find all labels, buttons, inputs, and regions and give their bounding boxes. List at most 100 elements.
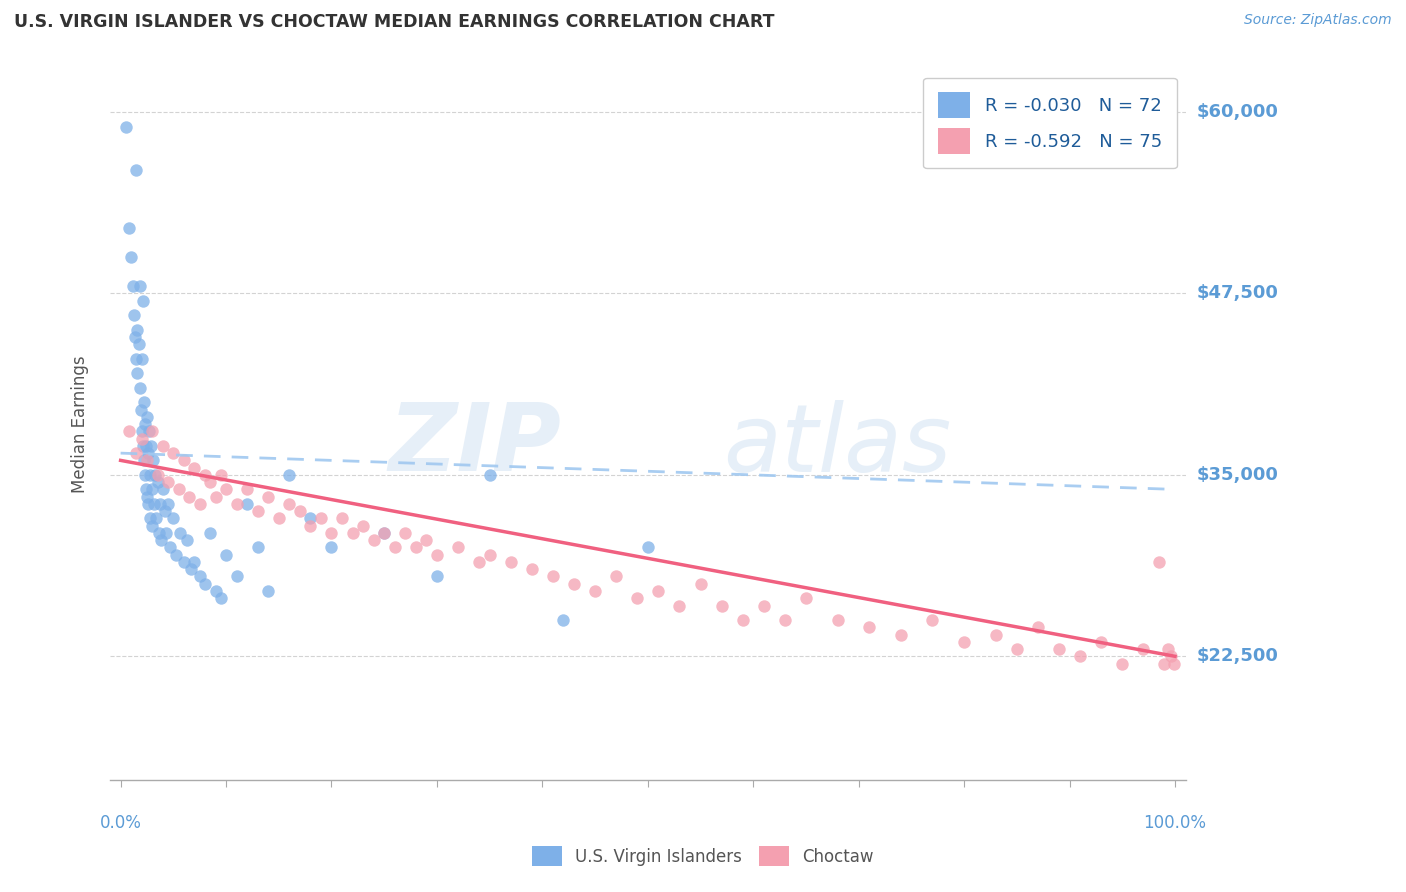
Point xyxy=(827,613,849,627)
Point xyxy=(120,250,142,264)
Point xyxy=(352,518,374,533)
Point xyxy=(135,483,157,497)
Point xyxy=(127,366,149,380)
Point xyxy=(1163,657,1185,671)
Point xyxy=(125,446,148,460)
Point xyxy=(146,475,169,490)
Point xyxy=(278,497,301,511)
Text: ZIP: ZIP xyxy=(389,400,562,491)
Point xyxy=(257,490,280,504)
Point xyxy=(166,548,188,562)
Point xyxy=(1147,555,1170,569)
Point xyxy=(139,467,162,482)
Point xyxy=(342,525,364,540)
Point xyxy=(173,453,195,467)
Point xyxy=(141,425,163,439)
Point xyxy=(149,533,172,548)
Point xyxy=(132,439,155,453)
Point xyxy=(605,569,627,583)
Point xyxy=(562,576,585,591)
Point xyxy=(128,337,150,351)
Point xyxy=(136,409,159,424)
Y-axis label: Median Earnings: Median Earnings xyxy=(72,355,89,493)
Text: $60,000: $60,000 xyxy=(1197,103,1278,121)
Point xyxy=(131,432,153,446)
Point xyxy=(984,627,1007,641)
Point xyxy=(225,569,247,583)
Point xyxy=(135,439,157,453)
Point xyxy=(794,591,817,606)
Point xyxy=(188,569,211,583)
Point xyxy=(138,425,160,439)
Point xyxy=(731,613,754,627)
Point xyxy=(152,483,174,497)
Point xyxy=(128,381,150,395)
Text: Source: ZipAtlas.com: Source: ZipAtlas.com xyxy=(1244,13,1392,28)
Text: 100.0%: 100.0% xyxy=(1143,814,1206,832)
Point xyxy=(1111,657,1133,671)
Point xyxy=(128,279,150,293)
Point xyxy=(143,497,166,511)
Point xyxy=(415,533,437,548)
Point xyxy=(209,467,232,482)
Point xyxy=(321,525,343,540)
Point xyxy=(246,541,269,555)
Point xyxy=(637,541,659,555)
Point xyxy=(1156,642,1178,657)
Point xyxy=(267,511,290,525)
Point xyxy=(626,591,648,606)
Point xyxy=(134,417,156,431)
Point xyxy=(125,351,148,366)
Point xyxy=(478,467,501,482)
Point xyxy=(1026,620,1049,634)
Point xyxy=(115,120,138,134)
Point xyxy=(520,562,543,576)
Point xyxy=(299,511,322,525)
Point xyxy=(225,497,247,511)
Point xyxy=(162,511,184,525)
Point xyxy=(141,483,163,497)
Legend: U.S. Virgin Islanders, Choctaw: U.S. Virgin Islanders, Choctaw xyxy=(524,838,882,875)
Point xyxy=(132,293,155,308)
Point xyxy=(153,504,176,518)
Point xyxy=(299,518,322,533)
Point xyxy=(132,453,155,467)
Point xyxy=(125,163,148,178)
Point xyxy=(1132,642,1154,657)
Point xyxy=(129,402,152,417)
Point xyxy=(157,497,180,511)
Point xyxy=(131,351,153,366)
Point xyxy=(136,453,159,467)
Text: $22,500: $22,500 xyxy=(1197,648,1278,665)
Point xyxy=(1090,635,1112,649)
Point xyxy=(309,511,332,525)
Point xyxy=(373,525,395,540)
Point xyxy=(647,584,669,599)
Point xyxy=(200,475,222,490)
Point xyxy=(124,330,146,344)
Text: U.S. VIRGIN ISLANDER VS CHOCTAW MEDIAN EARNINGS CORRELATION CHART: U.S. VIRGIN ISLANDER VS CHOCTAW MEDIAN E… xyxy=(14,13,775,31)
Point xyxy=(183,460,205,475)
Point xyxy=(1069,649,1091,664)
Point xyxy=(773,613,796,627)
Point xyxy=(541,569,564,583)
Point xyxy=(194,467,217,482)
Point xyxy=(136,497,159,511)
Point xyxy=(1047,642,1070,657)
Point xyxy=(321,541,343,555)
Point xyxy=(426,569,449,583)
Point xyxy=(215,548,238,562)
Point xyxy=(257,584,280,599)
Point xyxy=(278,467,301,482)
Point xyxy=(204,490,226,504)
Point xyxy=(131,425,153,439)
Point xyxy=(921,613,943,627)
Point xyxy=(142,453,165,467)
Point xyxy=(1005,642,1028,657)
Point xyxy=(468,555,491,569)
Point xyxy=(122,279,145,293)
Point xyxy=(180,562,202,576)
Point xyxy=(194,576,217,591)
Point xyxy=(141,518,163,533)
Point xyxy=(146,467,169,482)
